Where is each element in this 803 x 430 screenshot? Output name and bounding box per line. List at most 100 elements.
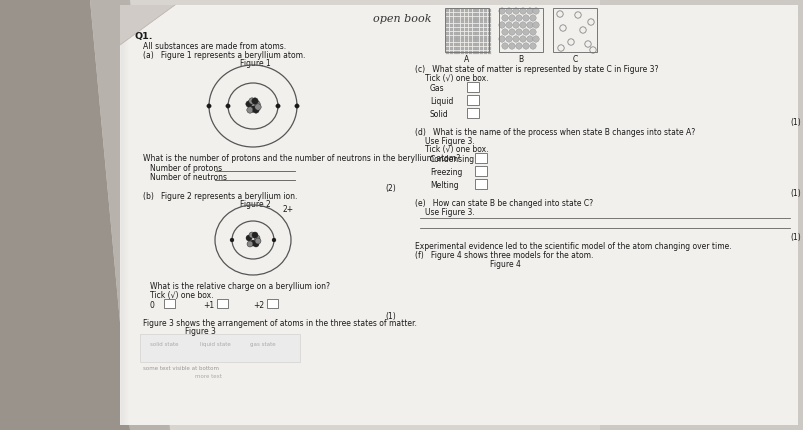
Circle shape [254, 235, 259, 241]
Bar [449, 13, 452, 16]
Bar [476, 43, 479, 46]
Bar [457, 28, 460, 31]
Bar [446, 32, 448, 35]
Text: Experimental evidence led to the scientific model of the atom changing over time: Experimental evidence led to the scienti… [414, 242, 731, 251]
Bar [483, 40, 487, 43]
Bar [487, 24, 490, 27]
Bar [479, 32, 483, 35]
Bar [468, 13, 471, 16]
Circle shape [505, 36, 512, 42]
Bar [461, 43, 463, 46]
Bar [468, 17, 471, 20]
Circle shape [251, 232, 258, 238]
Circle shape [520, 36, 525, 42]
Bar [475, 166, 487, 176]
Circle shape [255, 104, 261, 110]
Circle shape [522, 43, 528, 49]
Text: Melting: Melting [430, 181, 458, 190]
Text: Tick (√) one box.: Tick (√) one box. [425, 145, 488, 154]
Circle shape [505, 8, 512, 14]
Text: Figure 4: Figure 4 [489, 260, 520, 269]
Bar [472, 32, 475, 35]
Bar [487, 9, 490, 12]
Bar [446, 24, 448, 27]
Text: A: A [464, 55, 469, 64]
Circle shape [250, 240, 255, 246]
Bar [457, 17, 460, 20]
Bar [457, 51, 460, 54]
Bar [472, 36, 475, 39]
Bar [487, 17, 490, 20]
Text: (e)   How can state B be changed into state C?: (e) How can state B be changed into stat… [414, 199, 593, 208]
Bar [487, 40, 490, 43]
Bar [468, 24, 471, 27]
Text: (1): (1) [385, 312, 395, 321]
Bar [476, 13, 479, 16]
Bar [487, 28, 490, 31]
Bar [483, 47, 487, 50]
Bar [552, 8, 597, 52]
Text: (1): (1) [789, 118, 800, 127]
Bar [449, 28, 452, 31]
Bar [476, 17, 479, 20]
Bar [468, 32, 471, 35]
Text: What is the relative charge on a beryllium ion?: What is the relative charge on a berylli… [150, 282, 329, 291]
Bar [446, 51, 448, 54]
Bar [453, 43, 456, 46]
Polygon shape [120, 5, 797, 425]
Bar [461, 40, 463, 43]
Bar [472, 28, 475, 31]
Bar [453, 40, 456, 43]
Bar [476, 36, 479, 39]
Bar [461, 9, 463, 12]
Text: (b)   Figure 2 represents a beryllium ion.: (b) Figure 2 represents a beryllium ion. [143, 192, 297, 201]
Text: Use Figure 3.: Use Figure 3. [425, 137, 474, 146]
Bar [446, 43, 448, 46]
Polygon shape [90, 0, 169, 430]
Bar [453, 47, 456, 50]
Bar [472, 17, 475, 20]
Bar [468, 28, 471, 31]
Text: Figure 1: Figure 1 [239, 59, 270, 68]
Bar [449, 20, 452, 23]
Text: Gas: Gas [430, 84, 444, 93]
Text: more text: more text [195, 374, 222, 379]
Polygon shape [122, 5, 124, 425]
Text: Liquid: Liquid [430, 97, 453, 106]
Bar [140, 334, 300, 362]
Bar [483, 24, 487, 27]
Bar [446, 47, 448, 50]
Bar [479, 40, 483, 43]
Circle shape [520, 8, 525, 14]
Bar [446, 40, 448, 43]
Bar [487, 51, 490, 54]
Bar [446, 36, 448, 39]
Bar [472, 9, 475, 12]
Bar [444, 8, 488, 52]
Text: solid state: solid state [150, 342, 178, 347]
Bar [464, 24, 467, 27]
Bar [217, 299, 228, 308]
Bar [467, 82, 479, 92]
Text: (f)   Figure 4 shows three models for the atom.: (f) Figure 4 shows three models for the … [414, 251, 593, 260]
Bar [479, 51, 483, 54]
Bar [449, 51, 452, 54]
Circle shape [508, 43, 515, 49]
Circle shape [246, 235, 251, 241]
Bar [476, 9, 479, 12]
Circle shape [512, 8, 519, 14]
Circle shape [508, 29, 515, 35]
Bar [483, 20, 487, 23]
Circle shape [516, 29, 522, 35]
Circle shape [532, 36, 539, 42]
Text: Figure 3: Figure 3 [185, 327, 215, 336]
Bar [472, 51, 475, 54]
Bar [464, 40, 467, 43]
Circle shape [250, 106, 256, 112]
Bar [499, 8, 542, 52]
Text: (2): (2) [385, 184, 395, 193]
Bar [479, 20, 483, 23]
Circle shape [271, 238, 275, 242]
Bar [267, 299, 278, 308]
Circle shape [295, 104, 299, 108]
